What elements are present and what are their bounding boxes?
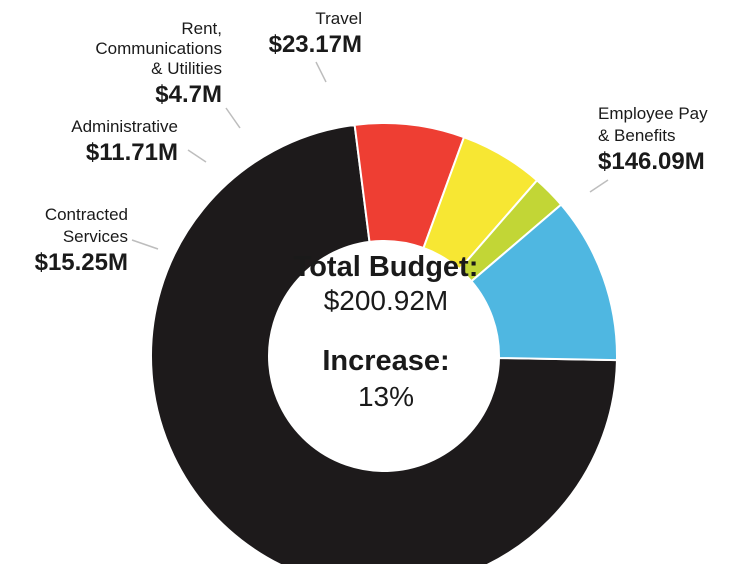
slice-labels: Employee Pay & Benefits $146.09M Contracted… (35, 9, 709, 276)
slice-value: $146.09M (598, 148, 705, 175)
slice-label-administrative: Administrative $11.71M (71, 117, 178, 166)
leader-line-contracted-services (131, 239, 159, 250)
slice-name: Services (63, 227, 128, 246)
slice-name: Contracted (45, 205, 128, 224)
leader-line-employee-pay-benefits (589, 179, 609, 193)
slice-value: $4.7M (155, 81, 222, 108)
slice-name: Rent, (181, 19, 222, 38)
slice-name: Communications (95, 39, 222, 58)
slice-label-rent-communications-utilities: Rent,Communications& Utilities $4.7M (95, 19, 222, 108)
slice-value: $23.17M (269, 31, 362, 58)
slice-travel (470, 203, 618, 362)
slice-employee-pay-benefits (150, 123, 618, 564)
center-summary: Total Budget: $200.92M Increase: 13% (294, 251, 479, 412)
slice-label-travel: Travel $23.17M (269, 9, 362, 58)
slice-label-employee-pay-benefits: Employee Pay & Benefits $146.09M (598, 104, 708, 175)
leader-line-rent-communications-utilities (225, 107, 241, 129)
total-budget-label: Total Budget: (294, 251, 479, 283)
leader-lines (131, 61, 609, 250)
leader-line-travel (315, 61, 327, 83)
slice-name: Administrative (71, 117, 178, 136)
increase-value: 13% (358, 381, 414, 412)
leader-line-administrative (187, 149, 207, 163)
slice-label-contracted-services: Contracted Services $15.25M (35, 205, 128, 276)
total-budget-value: $200.92M (324, 285, 449, 316)
slice-name: Travel (315, 9, 362, 28)
slice-name: & Utilities (151, 59, 222, 78)
slice-value: $15.25M (35, 249, 128, 276)
increase-label: Increase: (322, 345, 449, 377)
slice-value: $11.71M (86, 139, 178, 166)
slice-name: & Benefits (598, 126, 676, 145)
slice-name: Employee Pay (598, 104, 708, 123)
donut-slices (150, 122, 618, 564)
